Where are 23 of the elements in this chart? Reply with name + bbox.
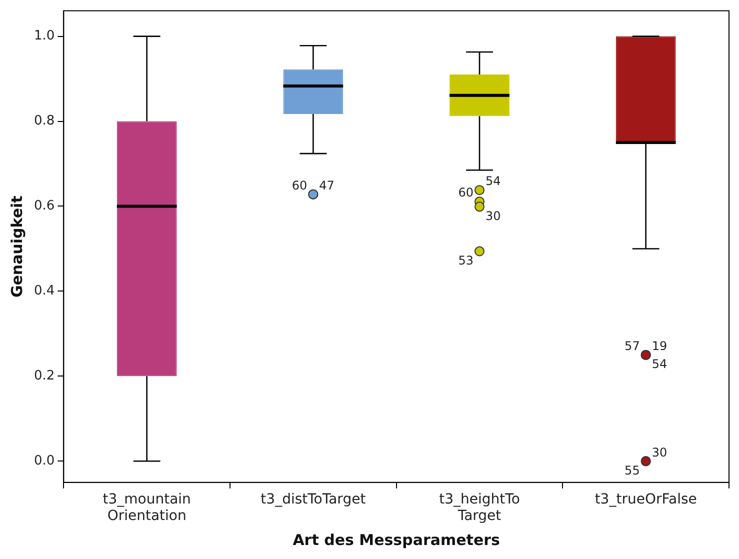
- y-axis-title: Genauigkeit: [8, 196, 26, 298]
- annotation: 30: [486, 208, 501, 223]
- y-tick-label: 1.0: [34, 28, 55, 44]
- annotation: 57: [624, 339, 640, 354]
- x-tick-label: t3_mountain Orientation: [102, 491, 191, 524]
- x-axis-title: Art des Messparameters: [292, 530, 500, 549]
- annotation: 19: [652, 339, 668, 354]
- y-tick-label: 0.0: [34, 454, 55, 469]
- y-tick-label: 0.4: [34, 284, 55, 299]
- annotation: 60: [292, 178, 308, 192]
- annotation: 30: [652, 445, 668, 460]
- annotation: 54: [652, 357, 668, 372]
- annotation: 55: [624, 463, 640, 478]
- x-tick-label: t3_trueOrFalse: [594, 491, 697, 508]
- annotation: 53: [458, 253, 474, 268]
- y-tick-label: 0.8: [34, 114, 55, 129]
- annotation: 60: [458, 186, 474, 200]
- y-tick-label: 0.2: [34, 368, 55, 384]
- annotation: 47: [319, 178, 334, 192]
- x-tick-label: t3_heightTo Target: [439, 491, 520, 524]
- y-tick-label: 0.6: [34, 198, 55, 214]
- x-tick-label: t3_distToTarget: [260, 491, 366, 508]
- annotation: 54: [486, 174, 501, 188]
